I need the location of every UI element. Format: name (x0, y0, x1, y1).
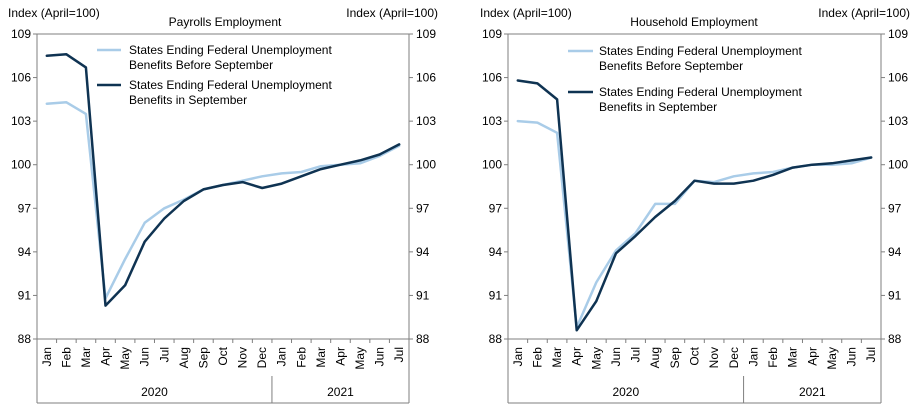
series-line-in-september (516, 79, 873, 332)
x-tick-label: Mar (314, 347, 328, 368)
x-tick-label: May (118, 347, 132, 370)
y-tick-label-right: 109 (416, 27, 436, 41)
y-tick-label-left: 94 (489, 245, 503, 259)
x-tick-label: Jul (864, 347, 878, 362)
x-tick-label: Aug (648, 347, 662, 368)
x-tick-label: Oct (688, 346, 702, 365)
y-axis-label-right: Index (April=100) (818, 6, 910, 20)
x-tick-label: Feb (766, 347, 780, 368)
year-label: 2020 (612, 385, 639, 399)
year-label: 2020 (141, 385, 168, 399)
y-tick-label-left: 94 (18, 245, 32, 259)
y-tick-label-left: 91 (489, 288, 503, 302)
x-tick-label: Jan (40, 347, 54, 366)
x-tick-label: Jul (629, 347, 643, 362)
y-tick-label-right: 100 (888, 158, 908, 172)
x-tick-label: Aug (177, 347, 191, 368)
x-tick-label: Jun (138, 347, 152, 366)
y-tick-label-right: 91 (888, 288, 902, 302)
x-tick-label: Feb (530, 347, 544, 368)
x-tick-label: May (589, 347, 603, 370)
x-tick-label: Dec (727, 347, 741, 368)
y-tick-label-right: 106 (416, 71, 436, 85)
y-tick-label-left: 103 (482, 114, 502, 128)
y-tick-label-right: 103 (888, 114, 908, 128)
legend-label: States Ending Federal Unemployment Benefi… (129, 43, 332, 72)
x-tick-label: May (825, 347, 839, 370)
x-tick-label: Jan (275, 347, 289, 366)
x-tick-label: Apr (99, 347, 113, 366)
legend-label: States Ending Federal Unemployment Benefi… (129, 78, 332, 107)
y-tick-label-left: 97 (489, 201, 503, 215)
y-tick-label-right: 88 (416, 332, 430, 346)
x-tick-label: Apr (570, 347, 584, 366)
y-axis-label-left: Index (April=100) (8, 6, 100, 20)
x-tick-label: Apr (805, 347, 819, 366)
y-tick-label-right: 88 (888, 332, 902, 346)
y-tick-label-right: 94 (888, 245, 902, 259)
plot-frame (507, 33, 882, 340)
y-tick-label-left: 109 (482, 27, 502, 41)
chart-panel-2: 88 88 91 91 94 94 97 97 100 100 103 103 106 106 109 109… (480, 6, 910, 404)
x-tick-label: Jun (373, 347, 387, 366)
chart-panel-1: 88 88 91 91 94 94 97 97 100 100 103 103 106 106 109 109… (8, 6, 438, 404)
y-tick-label-left: 103 (11, 114, 31, 128)
y-tick-label-right: 103 (416, 114, 436, 128)
x-tick-label: Jun (609, 347, 623, 366)
x-tick-label: Mar (786, 347, 800, 368)
y-tick-label-right: 91 (416, 288, 430, 302)
y-tick-label-right: 109 (888, 27, 908, 41)
y-tick-label-right: 106 (888, 71, 908, 85)
y-tick-label-left: 106 (482, 71, 502, 85)
y-tick-label-right: 100 (416, 158, 436, 172)
chart-title: Household Employment (630, 15, 758, 29)
x-tick-label: Nov (707, 347, 721, 368)
x-tick-label: Feb (59, 347, 73, 368)
year-label: 2021 (327, 385, 354, 399)
series-line-in-september (45, 53, 401, 307)
y-tick-label-left: 100 (482, 158, 502, 172)
x-tick-label: Sep (196, 347, 210, 369)
y-tick-label-left: 97 (18, 201, 32, 215)
x-tick-label: Mar (79, 347, 93, 368)
x-tick-label: Apr (333, 347, 347, 366)
y-axis-label-right: Index (April=100) (346, 6, 438, 20)
legend-label: States Ending Federal Unemployment Benefi… (599, 85, 802, 114)
y-tick-label-left: 109 (11, 27, 31, 41)
x-tick-label: Sep (668, 347, 682, 369)
y-tick-label-right: 94 (416, 245, 430, 259)
x-tick-label: Oct (216, 346, 230, 365)
x-tick-label: Nov (236, 347, 250, 368)
x-tick-label: Feb (294, 347, 308, 368)
y-axis-label-left: Index (April=100) (480, 6, 572, 20)
x-tick-label: Jul (157, 347, 171, 362)
y-tick-label-right: 97 (416, 201, 430, 215)
x-tick-label: May (353, 347, 367, 370)
y-tick-label-left: 106 (11, 71, 31, 85)
y-tick-label-left: 88 (18, 332, 32, 346)
y-tick-label-right: 97 (888, 201, 902, 215)
x-tick-label: Jun (845, 347, 859, 366)
y-tick-label-left: 88 (489, 332, 503, 346)
year-label: 2021 (799, 385, 826, 399)
x-tick-label: Jul (392, 347, 406, 362)
chart-title: Payrolls Employment (169, 15, 282, 29)
y-tick-label-left: 91 (18, 288, 32, 302)
plot-frame (36, 33, 410, 340)
x-tick-label: Mar (550, 347, 564, 368)
legend-label: States Ending Federal Unemployment Benefi… (599, 44, 802, 73)
series-line-before-september (45, 101, 401, 300)
x-tick-label: Jan (511, 347, 525, 366)
x-tick-label: Dec (255, 347, 269, 368)
series-line-before-september (516, 119, 873, 329)
x-tick-label: Jan (746, 347, 760, 366)
y-tick-label-left: 100 (11, 158, 31, 172)
